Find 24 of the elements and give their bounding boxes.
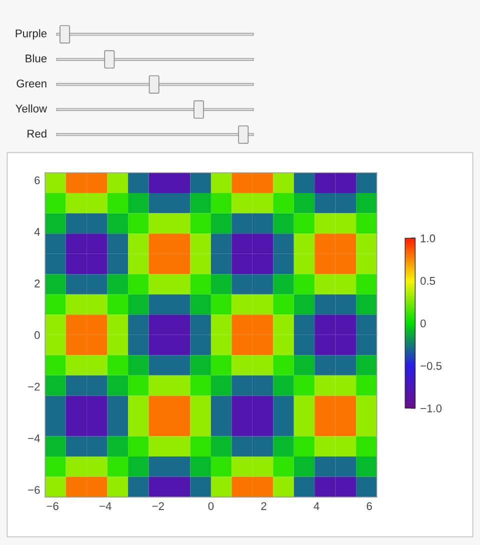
text: Purple: [16, 29, 47, 40]
x-tick-label: −2: [152, 502, 164, 510]
color-bar-label: −1.0: [420, 404, 442, 412]
x-tick-label: −6: [46, 502, 58, 510]
y-tick-label: −2: [28, 382, 40, 391]
color-bar-label: −0.5: [420, 362, 442, 370]
x-tick-label: 6: [366, 502, 372, 510]
text: Yellow: [16, 104, 48, 113]
y-tick-label: 0: [34, 331, 40, 340]
x-tick-label: 2: [261, 502, 266, 510]
color-bar-label: 1.0: [420, 234, 436, 242]
color-bar-label: 0.5: [420, 276, 436, 285]
y-tick-label: 6: [34, 176, 40, 184]
color-bar-label: 0: [420, 319, 426, 328]
text: Blue: [26, 54, 47, 62]
x-tick-label: −4: [100, 502, 112, 510]
y-tick-label: 4: [34, 228, 40, 236]
y-tick-label: −4: [28, 434, 40, 442]
text: Red: [28, 129, 46, 138]
x-tick-label: 4: [314, 502, 320, 510]
y-tick-label: 2: [34, 280, 40, 288]
text: Green: [16, 80, 46, 88]
x-tick-label: 0: [208, 502, 214, 510]
y-tick-label: −6: [28, 486, 40, 494]
